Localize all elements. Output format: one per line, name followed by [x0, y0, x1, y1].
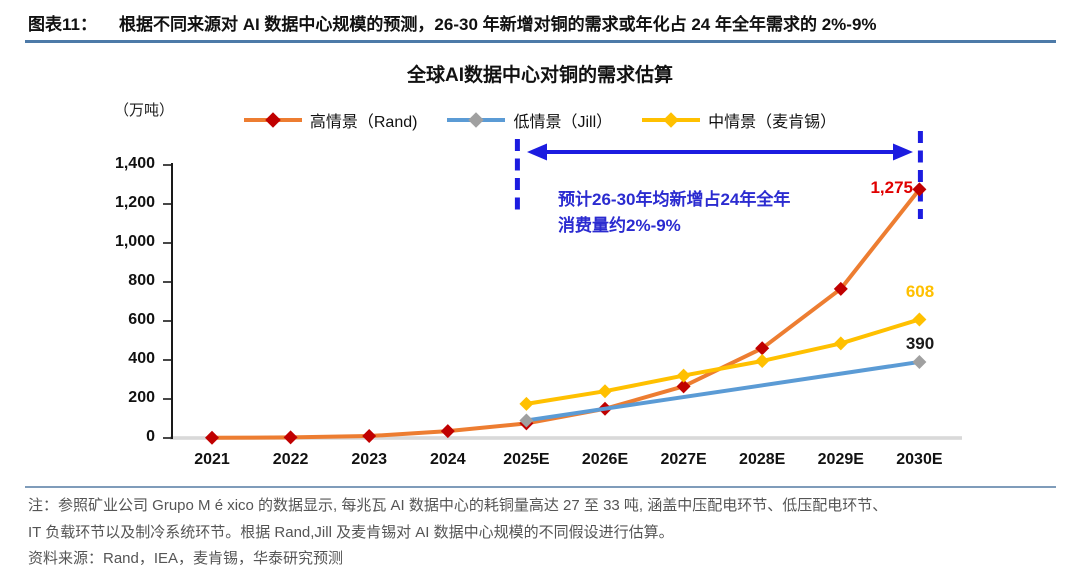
x-tick-label: 2030E	[896, 451, 943, 468]
high-scenario-line-swatch	[243, 112, 302, 128]
legend-item-low-scenario: 低情景（Jill）	[447, 108, 612, 132]
y-tick-label: 800	[128, 272, 155, 289]
figure-header: 图表11： 根据不同来源对 AI 数据中心规模的预测，26-30 年新增对铜的需求…	[28, 10, 1058, 35]
diamond-marker-icon	[833, 336, 848, 351]
x-tick-label: 2022	[272, 451, 309, 468]
diamond-marker-icon	[519, 413, 534, 428]
data-label-jill-2030: 390	[905, 334, 935, 353]
legend-label: 高情景（Rand)	[309, 114, 418, 131]
diamond-marker-icon	[912, 182, 927, 197]
x-tick-label: 2025E	[503, 451, 550, 468]
note-line-1: 注：参照矿业公司 Grupo M é xico 的数据显示, 每兆瓦 AI 数据…	[28, 497, 888, 514]
diamond-marker-icon	[205, 430, 219, 445]
annotation-line-1: 预计26-30年均新增占24年全年	[558, 190, 791, 209]
source-line: 资料来源：Rand，IEA，麦肯锡，华泰研究预测	[28, 550, 344, 567]
series-line-1	[526, 359, 920, 423]
mid-scenario-line-swatch	[642, 112, 701, 128]
header-divider	[25, 40, 1056, 43]
x-tick-label: 2029E	[817, 451, 864, 468]
x-tick-label: 2026E	[581, 451, 629, 468]
series-line-2	[526, 317, 920, 406]
diamond-marker-icon	[519, 396, 534, 411]
note-line-2: IT 负载环节以及制冷系统环节。根据 Rand,Jill 及麦肯锡对 AI 数据…	[28, 523, 674, 541]
x-axis-baseline	[170, 436, 962, 440]
diamond-marker-icon	[912, 354, 927, 369]
arrow-head-right-icon	[893, 143, 913, 161]
legend-label: 中情景（麦肯锡）	[708, 114, 837, 131]
y-tick-label: 1,400	[114, 155, 155, 172]
diamond-marker-icon	[283, 430, 298, 445]
diamond-marker-icon	[440, 424, 455, 439]
low-scenario-line-swatch	[447, 112, 506, 128]
figure-footnotes: 注：参照矿业公司 Grupo M é xico 的数据显示, 每兆瓦 AI 数据…	[28, 493, 1056, 573]
forecast-annotation: 预计26-30年均新增占24年全年 消费量约2%-9%	[558, 187, 790, 239]
data-label-mckinsey-2030: 608	[905, 282, 935, 301]
diamond-marker-icon	[362, 429, 377, 444]
figure-title: 根据不同来源对 AI 数据中心规模的预测，26-30 年新增对铜的需求或年化占 …	[118, 15, 877, 34]
x-tick-label: 2024	[430, 451, 466, 468]
y-tick-label: 400	[128, 350, 155, 367]
y-tick-label: 600	[128, 311, 155, 328]
y-axis-unit-label: （万吨）	[114, 102, 175, 119]
diamond-marker-icon	[912, 312, 927, 327]
diamond-marker-icon	[598, 384, 612, 399]
diamond-marker-icon	[755, 341, 770, 356]
x-tick-label: 2021	[194, 451, 230, 468]
legend-item-high-scenario: 高情景（Rand)	[243, 108, 418, 132]
diamond-marker-icon	[833, 281, 848, 296]
figure-number: 图表11：	[28, 15, 97, 34]
legend-item-mid-scenario: 中情景（麦肯锡）	[642, 108, 836, 132]
y-tick-label: 1,000	[114, 233, 155, 250]
x-tick-label: 2028E	[739, 451, 786, 468]
chart-title: 全球AI数据中心对铜的需求估算	[406, 65, 673, 86]
diamond-marker-icon	[676, 368, 691, 383]
y-tick-label: 1,200	[114, 194, 155, 211]
y-tick-label: 200	[128, 389, 155, 406]
chart-legend: 高情景（Rand) 低情景（Jill） 中情景（麦肯锡）	[90, 108, 990, 132]
x-tick-label: 2023	[351, 451, 387, 468]
diamond-marker-icon	[676, 379, 691, 394]
footer-divider	[25, 486, 1056, 488]
x-tick-label: 2027E	[660, 451, 707, 468]
y-tick-label: 0	[146, 428, 155, 445]
diamond-marker-icon	[755, 353, 770, 368]
annotation-line-2: 消费量约2%-9%	[558, 216, 681, 235]
arrow-head-left-icon	[527, 143, 547, 161]
legend-label: 低情景（Jill）	[513, 114, 613, 131]
data-label-rand-2030: 1,275	[870, 178, 913, 197]
